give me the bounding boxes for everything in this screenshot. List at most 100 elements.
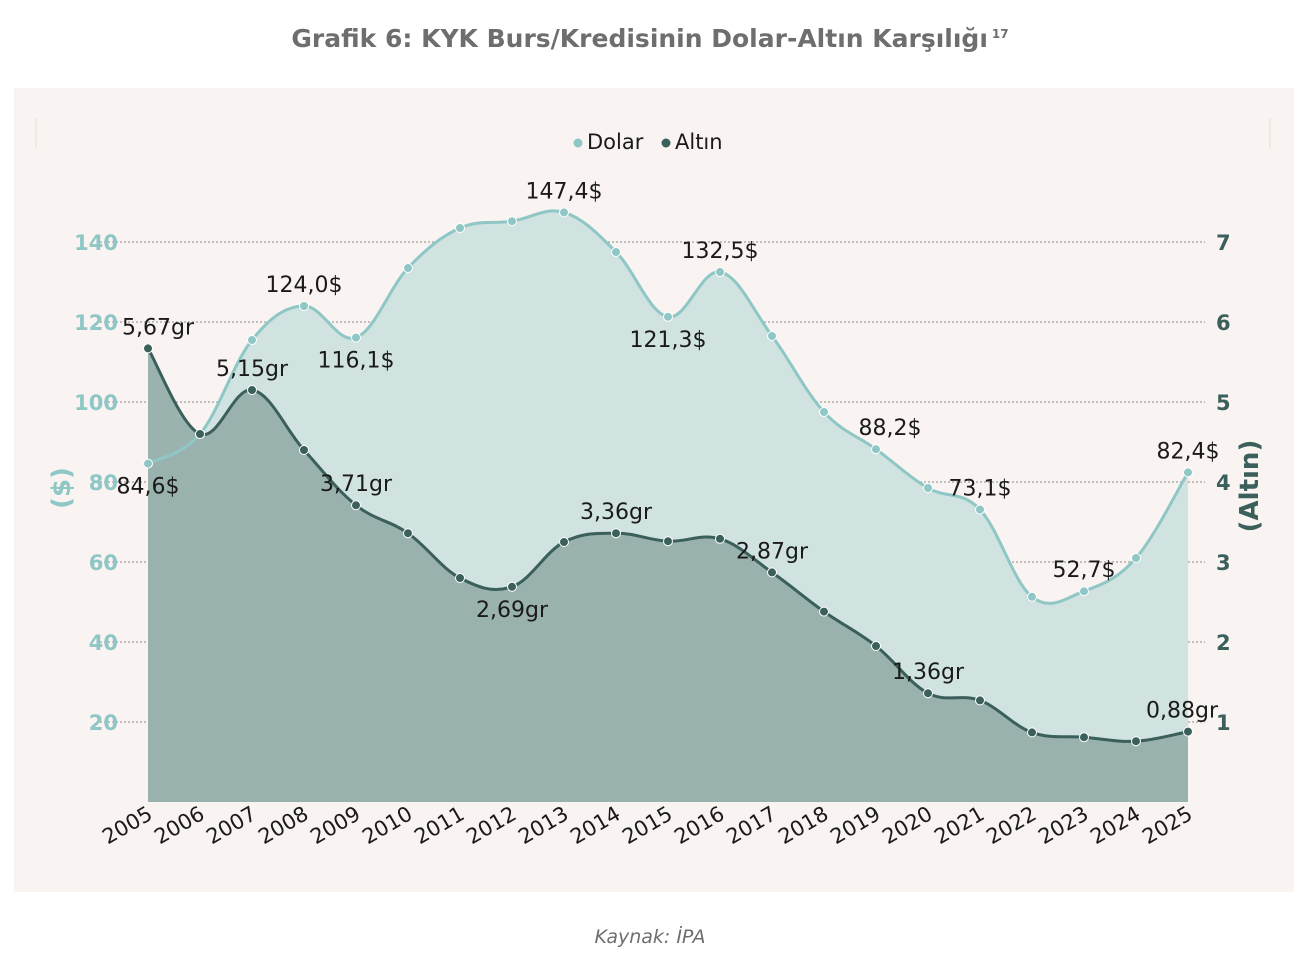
dolar-point (871, 444, 881, 455)
x-tick-label: 2017 (722, 802, 780, 850)
x-tick-label: 2014 (566, 802, 624, 850)
x-tick-label: 2005 (98, 802, 156, 850)
dolar-point (923, 483, 933, 493)
dolar-data-label: 132,5$ (682, 239, 759, 264)
altin-point (455, 573, 465, 583)
altin-data-label: 2,87gr (736, 539, 809, 564)
dolar-point (559, 207, 569, 218)
altin-point (767, 567, 777, 578)
x-tick-label: 2022 (982, 802, 1040, 850)
chart-title: Grafik 6: KYK Burs/Kredisinin Dolar-Altı… (0, 24, 1300, 53)
y-right-tick-label: 2 (1216, 631, 1231, 655)
chart-title-text: Grafik 6: KYK Burs/Kredisinin Dolar-Altı… (291, 24, 988, 53)
y-left-axis-title: ($) (47, 467, 77, 509)
footnote-marker: 17 (991, 26, 1009, 41)
data-labels: 84,6$ 124,0$ 116,1$ 147,4$ 121,3$ 132,5$ 88,2$… (117, 179, 1220, 723)
chart-lines (146, 209, 1190, 743)
dolar-point (351, 332, 361, 343)
dolar-point (767, 331, 777, 341)
x-tick-label: 2007 (202, 802, 260, 850)
altin-point (871, 641, 881, 651)
x-tick-label: 2009 (306, 802, 364, 850)
x-tick-label: 2013 (514, 802, 572, 850)
dolar-point (1079, 586, 1089, 597)
x-tick-label: 2025 (1138, 802, 1196, 850)
legend-dolar-marker (573, 138, 583, 148)
y-left-tick-label: 120 (74, 311, 118, 335)
altin-point (1131, 736, 1141, 747)
y-right-axis-title: (Altın) (1235, 440, 1265, 533)
dolar-point (975, 504, 985, 515)
altin-point (923, 688, 933, 699)
altin-point (975, 695, 985, 706)
y-right-tick-label: 6 (1216, 311, 1231, 335)
dolar-point (299, 301, 309, 311)
altin-point (299, 445, 309, 455)
dolar-data-label: 52,7$ (1053, 558, 1116, 583)
x-tick-label: 2023 (1034, 802, 1092, 850)
dolar-point (403, 263, 413, 273)
dolar-data-label: 124,0$ (266, 273, 343, 298)
altin-point (247, 385, 257, 395)
x-tick-label: 2024 (1086, 802, 1144, 850)
x-tick-label: 2011 (410, 802, 468, 850)
altin-point (715, 533, 725, 544)
x-tick-label: 2008 (254, 802, 312, 850)
dolar-data-label: 147,4$ (526, 179, 603, 204)
altin-data-label: 3,36gr (580, 500, 653, 525)
altin-data-label: 1,36gr (892, 660, 965, 685)
y-left-tick-label: 60 (89, 551, 118, 575)
dolar-point (143, 458, 153, 469)
altin-point (1183, 726, 1193, 737)
dolar-point (507, 216, 517, 227)
x-tick-label: 2020 (878, 802, 936, 850)
dolar-point (819, 407, 829, 417)
legend-dolar-label: Dolar (587, 130, 644, 154)
y-right-tick-label: 5 (1216, 391, 1231, 415)
legend-altin-label: Altın (675, 130, 723, 154)
altin-line (146, 347, 1189, 743)
dolar-data-label: 88,2$ (859, 416, 922, 441)
dolar-data-label: 73,1$ (949, 477, 1012, 502)
dolar-point (455, 223, 465, 233)
dolar-data-label: 121,3$ (630, 328, 707, 353)
x-tick-label: 2019 (826, 802, 884, 850)
legend: Dolar Altın (573, 130, 723, 154)
dolar-data-label: 84,6$ (117, 475, 180, 500)
dolar-point (663, 311, 673, 322)
altin-point (611, 528, 621, 539)
altin-data-label: 2,69gr (476, 598, 549, 623)
altin-point (143, 343, 153, 354)
y-left-tick-label: 40 (89, 631, 118, 655)
dolar-point (611, 247, 621, 257)
legend-altin-marker (661, 138, 671, 148)
y-left-tick-label: 100 (74, 391, 118, 415)
altin-area (148, 348, 1188, 802)
altin-point (1079, 732, 1089, 743)
altin-point (351, 500, 361, 511)
chart-areas (148, 210, 1188, 802)
dolar-point (247, 335, 257, 345)
altin-data-label: 3,71gr (320, 472, 393, 497)
x-tick-label: 2016 (670, 802, 728, 850)
y-right-tick-label: 1 (1216, 711, 1231, 735)
y-right-tick-label: 3 (1216, 551, 1231, 575)
dolar-point (1027, 591, 1037, 602)
y-right-tick-label: 4 (1216, 471, 1231, 495)
altin-point (195, 429, 205, 439)
y-left-tick-label: 20 (89, 711, 118, 735)
dolar-point (1131, 553, 1141, 563)
altin-point (819, 606, 829, 617)
x-tick-label: 2015 (618, 802, 676, 850)
altin-point (1027, 727, 1037, 738)
x-tick-label: 2006 (150, 802, 208, 850)
altin-data-label: 5,67gr (122, 315, 195, 340)
chart-points (143, 207, 1193, 747)
dolar-line (147, 209, 1190, 605)
x-tick-label: 2018 (774, 802, 832, 850)
dolar-point (715, 267, 725, 277)
y-left-tick-label: 140 (74, 231, 118, 255)
altin-point (559, 537, 569, 547)
y-left-tick-label: 80 (89, 471, 118, 495)
